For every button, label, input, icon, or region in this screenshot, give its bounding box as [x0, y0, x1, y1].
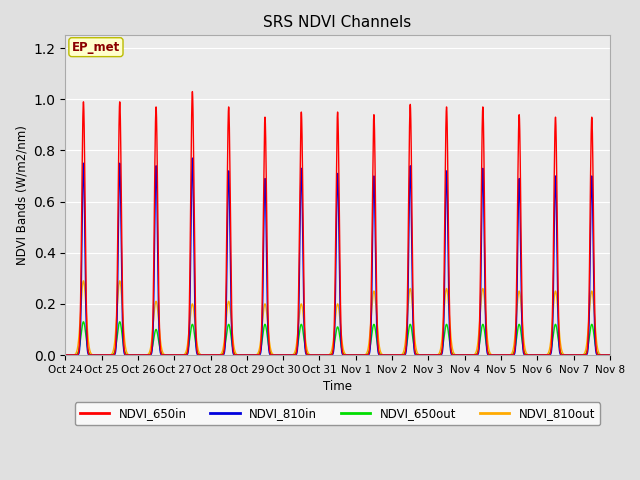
NDVI_650out: [61, 352, 69, 358]
NDVI_810in: [189, 155, 196, 161]
NDVI_810out: [535, 352, 543, 358]
NDVI_810out: [598, 352, 606, 358]
NDVI_810in: [598, 352, 606, 358]
NDVI_650out: [79, 319, 87, 324]
NDVI_650in: [61, 352, 69, 358]
NDVI_650out: [605, 352, 612, 358]
Line: NDVI_810in: NDVI_810in: [65, 158, 610, 355]
Line: NDVI_650in: NDVI_650in: [65, 92, 610, 355]
Y-axis label: NDVI Bands (W/m2/nm): NDVI Bands (W/m2/nm): [15, 125, 28, 265]
NDVI_810out: [409, 311, 417, 317]
Title: SRS NDVI Channels: SRS NDVI Channels: [264, 15, 412, 30]
NDVI_650in: [598, 352, 606, 358]
Line: NDVI_650out: NDVI_650out: [65, 322, 610, 355]
NDVI_810in: [409, 317, 417, 323]
NDVI_650in: [307, 352, 314, 358]
NDVI_650out: [550, 329, 557, 335]
NDVI_810in: [535, 352, 543, 358]
NDVI_650out: [535, 352, 543, 358]
X-axis label: Time: Time: [323, 380, 352, 393]
NDVI_650in: [606, 352, 614, 358]
NDVI_650in: [189, 89, 196, 95]
NDVI_650out: [606, 352, 614, 358]
NDVI_810in: [606, 352, 614, 358]
NDVI_650in: [605, 352, 612, 358]
Line: NDVI_810out: NDVI_810out: [65, 281, 610, 355]
NDVI_810out: [605, 352, 612, 358]
NDVI_810in: [550, 265, 557, 271]
Text: EP_met: EP_met: [72, 41, 120, 54]
NDVI_810in: [307, 352, 314, 358]
NDVI_810out: [61, 352, 69, 358]
NDVI_650in: [409, 287, 417, 292]
NDVI_810in: [605, 352, 612, 358]
NDVI_810out: [550, 300, 557, 306]
NDVI_650in: [535, 352, 543, 358]
NDVI_650in: [550, 218, 557, 224]
NDVI_810out: [307, 352, 314, 358]
Legend: NDVI_650in, NDVI_810in, NDVI_650out, NDVI_810out: NDVI_650in, NDVI_810in, NDVI_650out, NDV…: [75, 402, 600, 425]
NDVI_650out: [598, 352, 606, 358]
NDVI_650out: [307, 352, 314, 358]
NDVI_810out: [79, 278, 87, 284]
NDVI_650out: [409, 336, 417, 342]
NDVI_810in: [61, 352, 69, 358]
NDVI_810out: [606, 352, 614, 358]
